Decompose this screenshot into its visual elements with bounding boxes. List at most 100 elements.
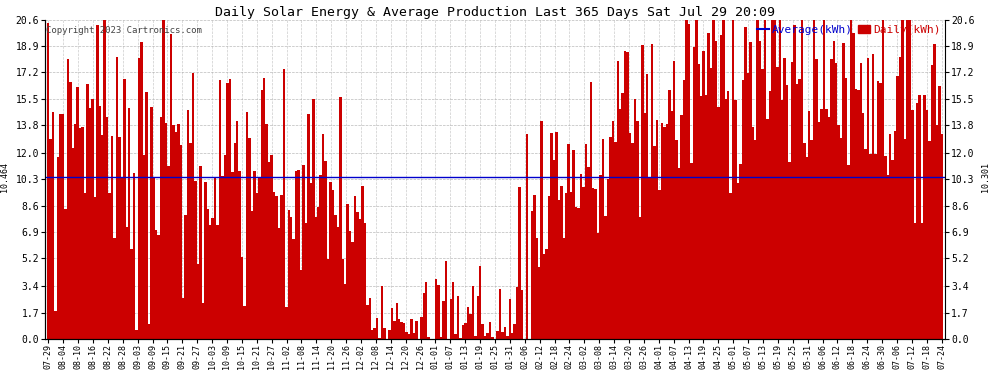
Bar (327, 259, 330, 339)
Bar (146, 92, 148, 339)
Bar (280, 195, 283, 339)
Bar (273, 192, 275, 339)
Bar (648, 178, 650, 339)
Bar (501, 332, 504, 339)
Bar (914, 223, 916, 339)
Bar (143, 155, 146, 339)
Bar (108, 193, 111, 339)
Bar (449, 299, 452, 339)
Bar (587, 166, 589, 339)
Bar (705, 95, 707, 339)
Bar (698, 64, 700, 339)
Bar (292, 238, 295, 339)
Bar (703, 51, 705, 339)
Bar (536, 238, 538, 339)
Bar (854, 88, 857, 339)
Bar (763, 20, 766, 339)
Bar (533, 195, 536, 339)
Bar (179, 145, 182, 339)
Bar (744, 27, 746, 339)
Bar (496, 331, 499, 339)
Bar (690, 164, 693, 339)
Bar (287, 210, 290, 339)
Bar (756, 20, 759, 339)
Bar (924, 95, 926, 339)
Bar (99, 106, 101, 339)
Bar (177, 124, 179, 339)
Bar (342, 260, 345, 339)
Bar (263, 78, 265, 339)
Bar (803, 143, 806, 339)
Bar (96, 25, 99, 339)
Bar (332, 190, 335, 339)
Bar (59, 114, 61, 339)
Bar (580, 174, 582, 339)
Bar (165, 123, 167, 339)
Bar (543, 254, 545, 339)
Bar (710, 69, 712, 339)
Text: 10.464: 10.464 (0, 162, 9, 192)
Bar (169, 34, 172, 339)
Bar (391, 308, 393, 339)
Bar (678, 168, 680, 339)
Bar (560, 186, 562, 339)
Bar (138, 58, 141, 339)
Bar (607, 179, 609, 339)
Bar (353, 196, 356, 339)
Bar (363, 223, 366, 339)
Bar (371, 330, 373, 339)
Bar (136, 330, 138, 339)
Bar (825, 109, 828, 339)
Bar (219, 80, 222, 339)
Bar (725, 99, 727, 339)
Bar (835, 63, 838, 339)
Bar (234, 143, 236, 339)
Bar (413, 333, 415, 339)
Bar (683, 80, 685, 339)
Bar (735, 100, 737, 339)
Bar (896, 76, 899, 339)
Bar (562, 238, 565, 339)
Bar (207, 209, 209, 339)
Bar (859, 63, 862, 339)
Bar (720, 35, 722, 339)
Bar (658, 190, 660, 339)
Bar (929, 141, 931, 339)
Bar (801, 20, 803, 339)
Bar (250, 211, 253, 339)
Bar (877, 81, 879, 339)
Bar (172, 124, 174, 339)
Bar (320, 176, 322, 339)
Bar (378, 338, 381, 339)
Bar (894, 131, 896, 339)
Bar (408, 334, 410, 339)
Bar (50, 140, 51, 339)
Bar (934, 44, 936, 339)
Bar (486, 333, 489, 339)
Bar (383, 328, 386, 339)
Bar (624, 51, 627, 339)
Bar (788, 162, 791, 339)
Bar (813, 20, 816, 339)
Bar (582, 187, 584, 339)
Bar (71, 148, 74, 339)
Bar (94, 197, 96, 339)
Bar (899, 57, 901, 339)
Bar (222, 176, 224, 339)
Bar (454, 334, 457, 339)
Bar (445, 261, 447, 339)
Bar (746, 73, 749, 339)
Bar (302, 165, 305, 339)
Bar (258, 177, 260, 339)
Bar (783, 58, 786, 339)
Bar (64, 209, 66, 339)
Bar (645, 74, 648, 339)
Bar (84, 193, 86, 339)
Bar (388, 330, 391, 339)
Bar (844, 78, 847, 339)
Bar (167, 166, 169, 339)
Bar (368, 298, 371, 339)
Bar (358, 219, 361, 339)
Bar (577, 209, 580, 339)
Bar (462, 325, 464, 339)
